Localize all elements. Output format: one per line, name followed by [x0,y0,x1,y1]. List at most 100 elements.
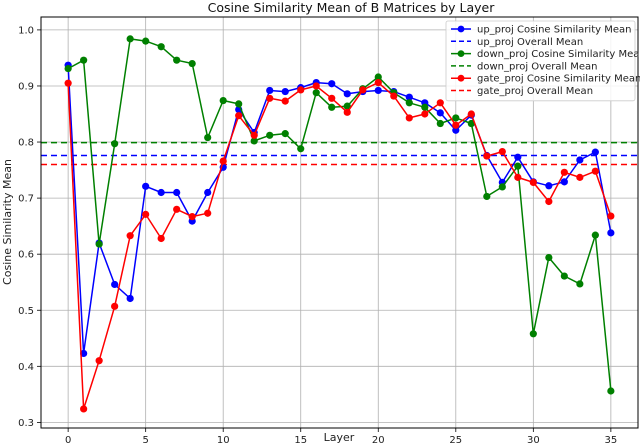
series-4-point [545,197,553,206]
series-0-point [204,188,212,197]
legend-item: up_proj Cosine Similarity Mean [451,25,631,36]
series-2-point [514,162,522,170]
series-0-point [591,148,599,156]
x-tick-label: 0 [65,435,71,443]
x-tick-label: 30 [527,435,540,443]
x-tick-label: 15 [294,435,307,443]
series-0-point [142,182,150,190]
series-4-point [281,97,289,105]
series-0-point [111,280,119,289]
series-4-point [173,205,181,213]
series-4-point [576,173,584,181]
series-2-point [529,330,537,338]
series-0-point [343,90,351,98]
series-4-point [64,79,72,87]
y-tick-label: 1.0 [18,25,34,36]
series-4-point [467,110,475,118]
series-4-point [219,157,227,165]
series-2-point [297,145,305,153]
x-ticks: 0 5 10 15 20 25 30 35 [65,428,617,443]
series-2-point [576,280,584,288]
series-0-point [452,126,460,134]
series-4-point [126,232,134,240]
x-tick-label: 20 [372,435,385,443]
series-4 [64,79,615,413]
legend-label: gate_proj Overall Mean [477,86,593,97]
series-4-point [95,357,103,365]
series-4-point [328,94,336,102]
legend-item: up_proj Overall Mean [451,37,583,48]
series-4-point [514,173,522,181]
series-4-point [436,99,444,107]
legend-item: gate_proj Overall Mean [451,86,593,97]
series-2-point [157,43,165,51]
series-2-point [591,231,599,239]
y-tick-label: 0.5 [18,306,34,317]
y-tick-label: 0.8 [18,138,34,149]
series-2-point [219,96,227,105]
legend-label: up_proj Overall Mean [477,37,583,48]
series-0-point [328,80,336,88]
series-2-point [281,130,289,138]
series-2-point [405,99,413,107]
legend-marker [457,74,465,82]
series-2-point [204,133,212,142]
series-lines [64,35,615,413]
series-2-point [142,37,150,45]
series-0-point [157,188,165,197]
series-2-point [467,119,475,128]
series-0-point [266,86,274,95]
series-4-point [157,234,165,243]
series-4-point [359,86,367,94]
series-4-point [204,209,212,217]
series-2-point [498,183,506,191]
legend-label: down_proj Overall Mean [477,61,597,72]
series-4-point [591,167,599,175]
series-4-point [421,110,429,118]
series-4-point [529,178,537,187]
series-2-point [452,114,460,122]
series-4-point [374,79,382,87]
series-0-point [281,87,289,96]
series-2-point [374,73,382,81]
series-2-point [126,35,134,43]
series-2-point [250,137,258,145]
series-0-point [514,153,522,161]
legend-marker [457,25,465,33]
series-2-point [312,89,320,97]
series-4-point [142,210,150,218]
series-2-point [266,131,274,139]
series-4-point [607,212,615,220]
legend-box [445,20,636,102]
series-4-point [297,86,305,94]
series-0-point [545,182,553,190]
y-tick-label: 0.3 [18,418,34,429]
x-tick-label: 10 [217,435,230,443]
series-0-point [374,86,382,95]
series-4-point [560,168,568,176]
legend-item: down_proj Overall Mean [451,61,597,72]
legend-label: up_proj Cosine Similarity Mean [477,25,631,36]
series-2-point [173,56,181,64]
series-2 [64,35,615,395]
x-tick-label: 25 [449,435,462,443]
series-0-point [560,178,568,186]
series-4-point [235,112,243,120]
series-4-point [250,131,258,139]
series-2-point [188,59,196,68]
y-tick-label: 0.4 [18,362,34,373]
legend-item: down_proj Cosine Similarity Mean [451,49,640,60]
legend-label: down_proj Cosine Similarity Mean [477,49,640,60]
series-4-point [452,121,460,129]
chart-title: Cosine Similarity Mean of B Matrices by … [208,0,496,15]
series-2-point [545,253,553,262]
series-0-point [80,349,88,358]
y-tick-label: 0.9 [18,81,34,92]
series-0-point [576,156,584,164]
series-2-point [343,102,351,110]
series-2-point [483,192,491,201]
series-4-point [111,302,119,310]
series-2-point [95,240,103,248]
